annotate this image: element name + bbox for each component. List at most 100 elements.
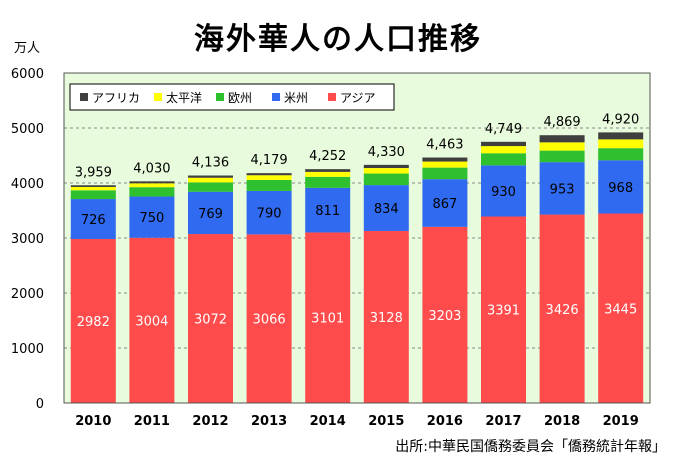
- bar-segment-4: [188, 177, 233, 183]
- x-tick-label: 2012: [192, 414, 228, 429]
- bar-segment-1: [70, 238, 116, 403]
- legend-swatch: [154, 93, 162, 101]
- bar-segment-4: [363, 168, 409, 174]
- source-note: 出所:中華民国僑務委員会「僑務統計年報」: [395, 439, 666, 455]
- legend-swatch: [328, 93, 336, 101]
- y-tick-label: 2000: [11, 287, 44, 302]
- total-label: 3,959: [75, 165, 112, 180]
- data-label: 834: [374, 202, 399, 217]
- bar-segment-2: [246, 190, 292, 235]
- bar-segment-2: [598, 160, 644, 214]
- bar-segment-1: [598, 213, 644, 403]
- data-label: 3072: [194, 313, 227, 328]
- total-label: 4,330: [368, 145, 405, 160]
- legend-swatch: [272, 93, 280, 101]
- bar-segment-2: [363, 185, 409, 231]
- legend-swatch: [216, 93, 224, 101]
- bar-segment-4: [422, 161, 468, 168]
- total-label: 4,030: [133, 161, 170, 176]
- bar-segment-3: [188, 182, 233, 192]
- bar-segment-5: [363, 164, 409, 169]
- y-axis-label: 万人: [14, 41, 40, 56]
- legend-label: アジア: [340, 91, 376, 105]
- bar-segment-3: [246, 179, 292, 191]
- bar-segment-3: [363, 173, 409, 186]
- bar-segment-3: [539, 150, 585, 163]
- bar-segment-3: [422, 167, 468, 180]
- bar-segment-3: [598, 148, 644, 161]
- total-label: 4,136: [192, 156, 229, 171]
- bar-segment-5: [70, 185, 116, 187]
- bar-segment-5: [481, 141, 526, 147]
- bar-segment-1: [188, 234, 233, 403]
- y-tick-label: 6000: [11, 67, 44, 82]
- total-label: 4,179: [250, 153, 287, 168]
- x-tick-label: 2016: [427, 414, 463, 429]
- bar-segment-2: [422, 179, 468, 227]
- bar-segment-1: [305, 232, 351, 403]
- total-label: 4,749: [485, 122, 522, 137]
- bar-segment-3: [70, 190, 116, 200]
- y-tick-label: 0: [36, 397, 44, 412]
- x-tick-label: 2015: [368, 414, 404, 429]
- data-label: 750: [139, 211, 164, 226]
- bar-segment-5: [598, 132, 644, 140]
- data-label: 3445: [604, 302, 637, 317]
- x-tick-label: 2010: [75, 414, 111, 429]
- data-label: 769: [198, 207, 223, 222]
- legend-swatch: [80, 93, 88, 101]
- bar-segment-4: [305, 171, 351, 177]
- bar-segment-1: [129, 237, 175, 403]
- bar-segment-1: [363, 230, 409, 403]
- bar-segment-1: [481, 216, 526, 403]
- bar-segment-5: [422, 157, 468, 162]
- bar-segment-1: [246, 234, 292, 403]
- total-label: 4,869: [543, 115, 580, 130]
- data-label: 968: [608, 181, 633, 196]
- x-tick-label: 2019: [603, 414, 639, 429]
- data-label: 3101: [311, 312, 344, 327]
- bar-segment-1: [422, 226, 468, 403]
- data-label: 867: [432, 197, 457, 212]
- x-tick-label: 2014: [310, 414, 346, 429]
- bar-segment-4: [481, 146, 526, 154]
- bar-segment-5: [129, 181, 175, 184]
- y-tick-label: 3000: [11, 232, 44, 247]
- bar-segment-1: [539, 214, 585, 403]
- data-label: 790: [257, 207, 282, 222]
- data-label: 3203: [428, 309, 461, 324]
- plot-border: [63, 72, 651, 404]
- legend: [69, 83, 395, 111]
- bar-segment-3: [305, 176, 351, 188]
- bar-segment-4: [539, 142, 585, 151]
- data-label: 3426: [546, 303, 579, 318]
- bar-segment-2: [481, 165, 526, 217]
- y-tick-label: 1000: [11, 342, 44, 357]
- data-label: 3128: [370, 311, 403, 326]
- x-tick-label: 2011: [134, 414, 170, 429]
- bar-segment-5: [305, 169, 351, 172]
- bar-segment-5: [246, 173, 292, 176]
- data-label: 953: [550, 182, 575, 197]
- bar-segment-2: [188, 191, 233, 235]
- y-tick-label: 4000: [11, 177, 44, 192]
- bar-segment-2: [129, 196, 175, 238]
- total-label: 4,252: [309, 149, 346, 164]
- bar-segment-3: [129, 187, 175, 197]
- bar-segment-5: [188, 175, 233, 178]
- legend-label: アフリカ: [92, 91, 140, 105]
- data-label: 811: [315, 204, 340, 219]
- data-label: 3004: [135, 314, 168, 329]
- bar-segment-3: [481, 153, 526, 166]
- legend-label: 米州: [284, 91, 308, 105]
- data-label: 3391: [487, 304, 520, 319]
- data-label: 3066: [253, 313, 286, 328]
- legend-label: 欧州: [228, 91, 252, 105]
- bar-segment-4: [70, 186, 116, 191]
- bar-segment-2: [305, 187, 351, 233]
- bar-segment-4: [129, 183, 175, 188]
- data-label: 930: [491, 185, 516, 200]
- y-tick-label: 5000: [11, 122, 44, 137]
- total-label: 4,463: [426, 138, 463, 153]
